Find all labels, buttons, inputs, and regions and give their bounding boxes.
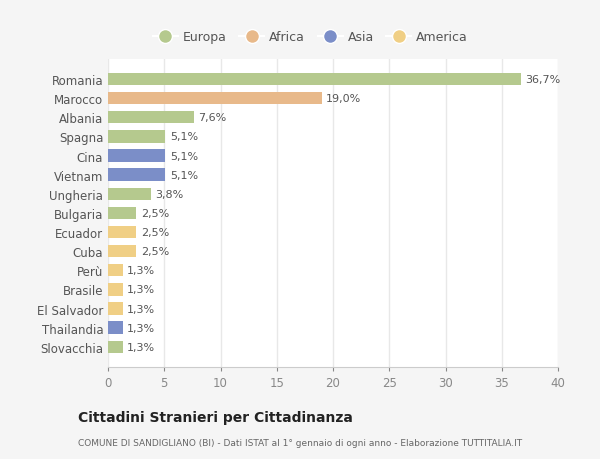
Text: 1,3%: 1,3% bbox=[127, 342, 155, 352]
Bar bbox=[108, 150, 166, 162]
Text: 1,3%: 1,3% bbox=[127, 304, 155, 314]
Text: 19,0%: 19,0% bbox=[326, 94, 361, 104]
Bar bbox=[108, 73, 521, 86]
Text: 3,8%: 3,8% bbox=[155, 190, 184, 199]
Bar bbox=[108, 264, 122, 277]
Text: Cittadini Stranieri per Cittadinanza: Cittadini Stranieri per Cittadinanza bbox=[78, 411, 353, 425]
Text: 5,1%: 5,1% bbox=[170, 170, 198, 180]
Text: 36,7%: 36,7% bbox=[526, 75, 560, 85]
Text: 2,5%: 2,5% bbox=[140, 208, 169, 218]
Text: 5,1%: 5,1% bbox=[170, 132, 198, 142]
Bar bbox=[108, 93, 322, 105]
Bar bbox=[108, 207, 136, 220]
Bar bbox=[108, 322, 122, 334]
Bar bbox=[108, 302, 122, 315]
Bar bbox=[108, 341, 122, 353]
Text: 5,1%: 5,1% bbox=[170, 151, 198, 161]
Legend: Europa, Africa, Asia, America: Europa, Africa, Asia, America bbox=[148, 26, 473, 49]
Text: 1,3%: 1,3% bbox=[127, 323, 155, 333]
Bar bbox=[108, 169, 166, 181]
Bar bbox=[108, 131, 166, 143]
Text: 2,5%: 2,5% bbox=[140, 246, 169, 257]
Bar bbox=[108, 226, 136, 239]
Text: COMUNE DI SANDIGLIANO (BI) - Dati ISTAT al 1° gennaio di ogni anno - Elaborazion: COMUNE DI SANDIGLIANO (BI) - Dati ISTAT … bbox=[78, 438, 522, 448]
Text: 2,5%: 2,5% bbox=[140, 228, 169, 237]
Bar bbox=[108, 188, 151, 201]
Bar bbox=[108, 284, 122, 296]
Text: 1,3%: 1,3% bbox=[127, 266, 155, 276]
Text: 7,6%: 7,6% bbox=[198, 113, 226, 123]
Bar bbox=[108, 112, 193, 124]
Bar bbox=[108, 246, 136, 258]
Text: 1,3%: 1,3% bbox=[127, 285, 155, 295]
